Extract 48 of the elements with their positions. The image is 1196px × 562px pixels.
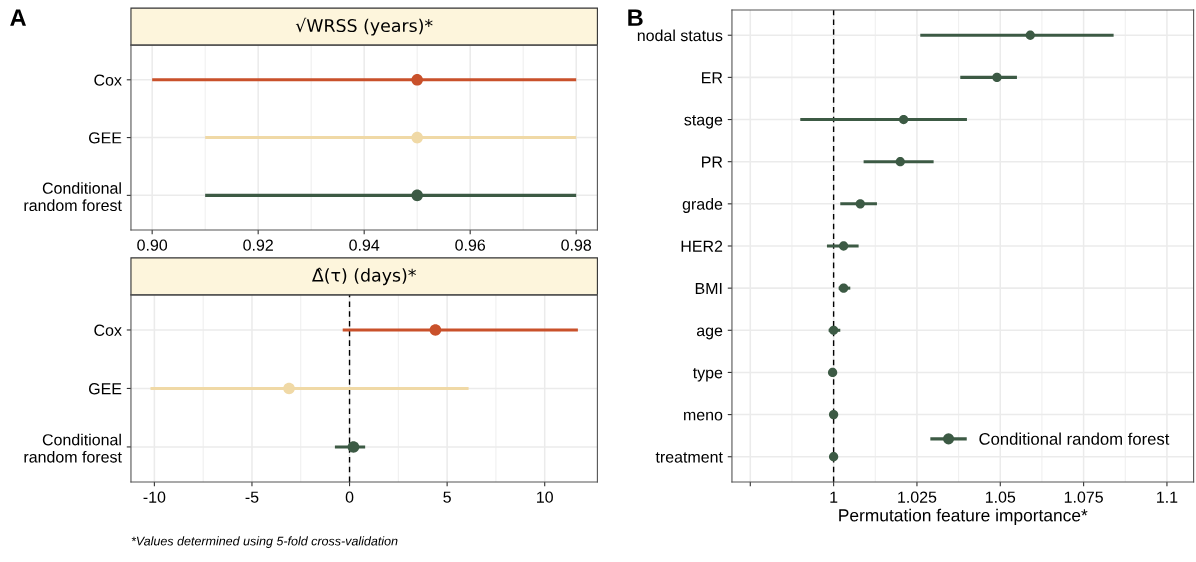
x-tick-label: 1.025 — [898, 491, 937, 503]
y-tick-label: Conditional random forest — [24, 433, 122, 463]
x-tick-label: 1 — [830, 491, 838, 503]
x-tick-label: 0.92 — [243, 239, 273, 251]
y-tick-label: meno — [684, 411, 723, 421]
point — [827, 367, 838, 378]
point — [855, 199, 865, 209]
y-tick-label: age — [696, 327, 723, 340]
text: *Values determined using 5-fold cross-validation — [131, 536, 398, 548]
chart-title: √WRSS (years)* — [295, 17, 433, 36]
y-tick-label: type — [692, 367, 723, 382]
point — [992, 72, 1002, 83]
y-tick-label: GEE — [89, 132, 122, 144]
y-tick-label: ER — [702, 72, 723, 84]
y-tick-label: PR — [702, 156, 723, 168]
x-tick-label: 5 — [443, 491, 451, 503]
y-tick-label: grade — [682, 198, 723, 213]
y-tick-label: HER2 — [681, 240, 723, 252]
x-tick-label: 0.94 — [349, 239, 380, 251]
y-tick-label: stage — [684, 115, 723, 129]
point — [838, 241, 849, 251]
chart-title: Δ̂(τ) (days)* — [312, 267, 416, 286]
text: A — [10, 9, 26, 26]
y-tick-label: nodal status — [637, 29, 723, 42]
x-tick-label: 0.90 — [137, 239, 168, 251]
y-tick-label: treatment — [655, 452, 723, 463]
x-tick-label: 10 — [537, 491, 553, 503]
text: B — [628, 9, 643, 26]
point — [828, 409, 839, 420]
point — [828, 452, 839, 462]
y-tick-label: BMI — [695, 282, 722, 294]
point — [895, 157, 905, 167]
x-tick-label: 0.96 — [455, 239, 486, 251]
x-tick-label: 1.1 — [1157, 491, 1178, 503]
y-tick-label: Cox — [94, 324, 122, 336]
point — [898, 114, 909, 125]
x-tick-label: -5 — [245, 491, 259, 503]
x-tick-label: 0 — [345, 491, 354, 503]
y-tick-label: Conditional random forest — [24, 182, 122, 212]
x-tick-label: 0.98 — [561, 239, 592, 251]
x-axis-title: Permutation feature importance* — [839, 508, 1088, 525]
x-tick-label: -10 — [143, 491, 166, 503]
legend-label: Conditional random forest — [979, 432, 1170, 445]
x-tick-label: 1.075 — [1064, 491, 1103, 503]
point — [1025, 30, 1035, 40]
y-tick-label: Cox — [94, 74, 122, 86]
y-tick-label: GEE — [89, 383, 122, 395]
x-tick-label: 1.05 — [985, 491, 1016, 503]
